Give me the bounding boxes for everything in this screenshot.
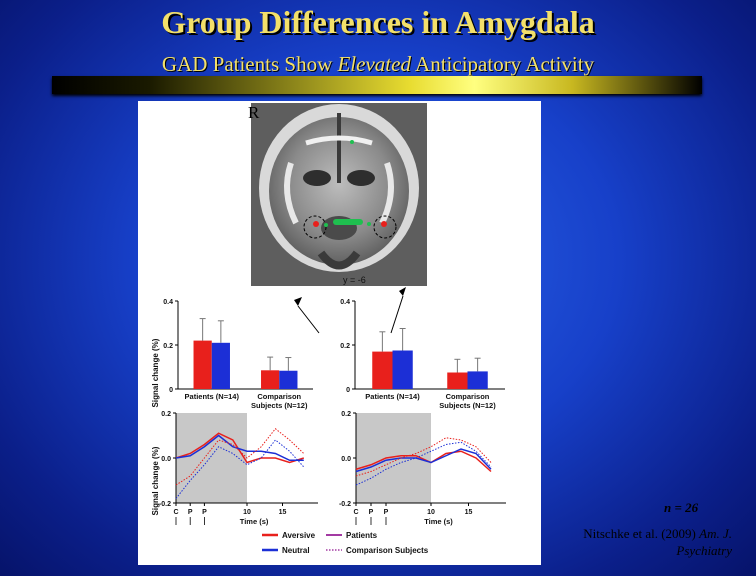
ts-y-tick-label: 0.2 [341, 411, 351, 418]
timecourse-chart-left: 0.2 0.0 -0.2C P P 10 15 Time (s) [159, 411, 318, 526]
bar-neutral-1 [279, 370, 298, 389]
ts-x-tick-label: 15 [465, 509, 473, 516]
ts-x-tick-label: C [353, 509, 358, 516]
ts-x-label: Time (s) [424, 517, 453, 526]
citation-authors: Nitschke et al. (2009) [583, 526, 700, 541]
mri-brain-slice: y = -6 [251, 103, 427, 286]
bar-group2-label-line1: Comparison [446, 392, 490, 401]
ts-x-tick-label: P [188, 509, 193, 516]
legend-neutral: Neutral [282, 546, 310, 555]
ts-y-tick-label: 0.2 [161, 411, 171, 418]
bar-ylabel: Signal change (%) [151, 338, 160, 407]
citation-journal-line2: Psychiatry [676, 543, 732, 558]
legend-aversive: Aversive [282, 531, 316, 540]
slide-subtitle: GAD Patients Show Elevated Anticipatory … [0, 52, 756, 77]
series-patients-aversive [355, 450, 492, 473]
series-comparison-aversive [175, 428, 305, 486]
ts-y-tick-label: 0.0 [161, 456, 171, 463]
bar-group1-label: Patients (N=14) [185, 392, 240, 401]
ts-x-label: Time (s) [240, 517, 269, 526]
legend-patients: Patients [346, 531, 378, 540]
bar-chart-right: 0.4 0.2 0 Patients (N=14) ComparisonSubjects… [340, 299, 505, 410]
citation: Nitschke et al. (2009) Am. J. Psychiatry [560, 525, 732, 559]
ts-y-tick-label: 0.0 [341, 456, 351, 463]
subtitle-part-1: GAD Patients Show [161, 52, 338, 76]
ts-y-tick-label: -0.2 [339, 501, 351, 508]
bar-y-tick-label: 0.4 [163, 299, 173, 306]
bar-y-tick-label: 0.2 [163, 343, 173, 350]
ts-ylabel: Signal change (%) [151, 446, 160, 515]
citation-journal-line1: Am. J. [699, 526, 732, 541]
arrow-right-head [399, 287, 406, 296]
bar-group2-label-line2: Subjects (N=12) [251, 401, 308, 410]
ts-x-tick-label: P [384, 509, 389, 516]
bar-y-tick-label: 0 [346, 387, 350, 394]
bar-aversive-1 [261, 370, 280, 389]
charts-svg: Signal change (%) Signal change (%) 0.40… [151, 287, 506, 555]
ts-x-tick-label: 10 [243, 509, 251, 516]
legend-comparison: Comparison Subjects [346, 546, 429, 555]
decorative-gold-bar [52, 76, 702, 94]
subtitle-part-2: Anticipatory Activity [410, 52, 595, 76]
mri-brain-image: y = -6 [251, 103, 427, 286]
sample-size: n = 26 [664, 500, 699, 515]
bar-group2-label-line1: Comparison [257, 392, 301, 401]
shaded-anticipation-period [176, 413, 247, 503]
series-comparison-aversive [355, 437, 492, 477]
orientation-label: R [248, 103, 260, 122]
bar-neutral-1 [467, 371, 488, 389]
arrow-left-head [294, 297, 302, 306]
bar-aversive-0 [193, 340, 212, 389]
slide-title: Group Differences in Amygdala [161, 4, 595, 40]
slice-label: y = -6 [343, 275, 366, 285]
bar-neutral-0 [392, 350, 413, 389]
bar-y-tick-label: 0.2 [340, 343, 350, 350]
bar-aversive-0 [372, 351, 393, 389]
figure-panel: y = -6 Signal change (%) Signal change (… [138, 101, 541, 565]
series-comparison-neutral [355, 441, 492, 486]
bar-y-tick-label: 0 [169, 387, 173, 394]
timecourse-chart-right: 0.2 0.0 -0.2C P P 10 15 Time (s) [339, 411, 506, 526]
bar-aversive-1 [447, 372, 468, 389]
series-patients-neutral [175, 434, 304, 461]
series-patients-neutral [355, 448, 492, 473]
bar-group2-label-line2: Subjects (N=12) [439, 401, 496, 410]
series-comparison-neutral [175, 439, 305, 499]
arrow-left [297, 305, 320, 334]
bar-neutral-0 [211, 342, 230, 389]
subtitle-emphasis: Elevated [337, 52, 411, 76]
ts-x-tick-label: C [173, 509, 178, 516]
bar-chart-left: 0.4 0.2 0 Patients (N=14) ComparisonSubjects… [163, 299, 313, 410]
arrow-right [390, 295, 404, 334]
legend: Aversive Neutral Patients Comparison Sub… [262, 531, 429, 555]
ts-x-tick-label: P [369, 509, 374, 516]
ts-y-tick-label: -0.2 [159, 501, 171, 508]
ts-x-tick-label: 15 [279, 509, 287, 516]
bar-group1-label: Patients (N=14) [365, 392, 420, 401]
bar-y-tick-label: 0.4 [340, 299, 350, 306]
ts-x-tick-label: 10 [427, 509, 435, 516]
ts-x-tick-label: P [202, 509, 207, 516]
